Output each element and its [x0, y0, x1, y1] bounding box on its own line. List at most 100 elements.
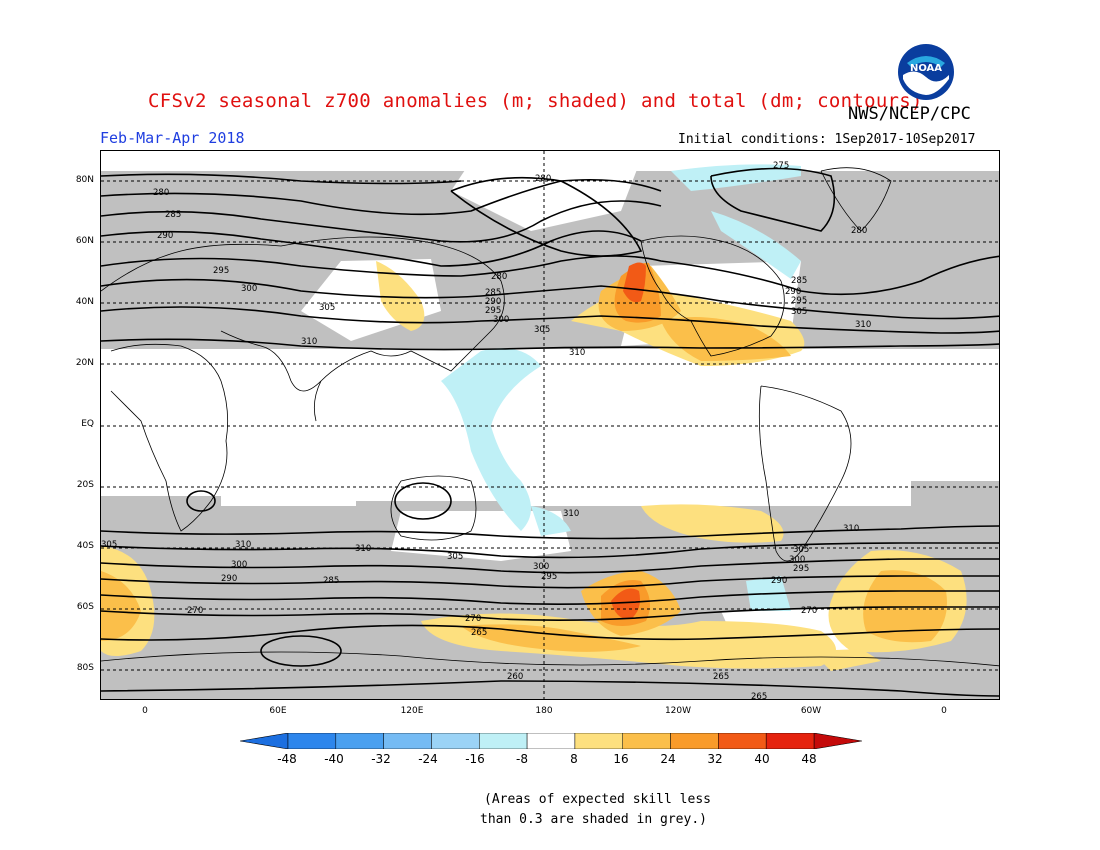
colorbar-segment [574, 732, 623, 750]
contour-label: 290 [221, 574, 237, 584]
colorbar-tick: 48 [801, 752, 817, 766]
colorbar-segment [287, 732, 337, 750]
contour-label: 305 [101, 540, 117, 550]
height-contours [101, 167, 999, 697]
contour-label: 290 [785, 287, 801, 297]
contour-label: 310 [355, 544, 371, 554]
colorbar-tick: -32 [371, 752, 391, 766]
contour-label: 295 [793, 564, 809, 574]
contour-label: 305 [534, 325, 550, 335]
colorbar-segment [335, 732, 384, 750]
contour-label: 300 [789, 555, 805, 565]
contour-label: 310 [235, 540, 251, 550]
colorbar [239, 732, 863, 750]
colorbar-left-arrow [239, 732, 289, 750]
agency-label: NWS/NCEP/CPC [848, 104, 971, 124]
lon-label: 0 [941, 706, 947, 716]
contour-label: 295 [213, 266, 229, 276]
negative-anomaly-shading [441, 164, 801, 611]
contour-label: 280 [153, 188, 169, 198]
lon-label: 60W [800, 706, 822, 716]
colorbar-segment [479, 732, 528, 750]
lat-label: 60S [76, 602, 94, 612]
contour-label: 290 [157, 231, 173, 241]
lat-label: 80S [76, 663, 94, 673]
colorbar-segment [765, 732, 815, 750]
colorbar-segment [526, 732, 576, 750]
contour-label: 295 [485, 306, 501, 316]
contour-label: 295 [791, 296, 807, 306]
contour-label: 275 [773, 161, 789, 171]
contour-label: 280 [851, 226, 867, 236]
lon-label: 180 [535, 706, 553, 716]
lat-label: 40S [76, 541, 94, 551]
contour-label: 300 [493, 315, 509, 325]
contour-label: 285 [323, 576, 339, 586]
contour-label: 310 [301, 337, 317, 347]
colorbar-tick: 40 [754, 752, 770, 766]
colorbar-right-arrow [813, 732, 863, 750]
contour-label: 285 [791, 276, 807, 286]
contour-label: 280 [535, 174, 551, 184]
coastlines [101, 167, 999, 667]
skill-note-line2: than 0.3 are shaded in grey.) [480, 812, 707, 827]
reference-lines [101, 151, 999, 699]
svg-text:NOAA: NOAA [910, 63, 942, 74]
contour-label: 310 [569, 348, 585, 358]
colorbar-tick: 24 [660, 752, 676, 766]
noaa-logo-icon: NOAA [897, 43, 955, 101]
lon-label: 60E [269, 706, 287, 716]
contour-label: 270 [187, 606, 203, 616]
contour-label: 265 [751, 692, 767, 700]
colorbar-segment [670, 732, 719, 750]
contour-label: 270 [801, 606, 817, 616]
lon-label: 0 [142, 706, 148, 716]
contour-label: 310 [563, 509, 579, 519]
colorbar-segment [718, 732, 767, 750]
contour-label: 300 [231, 560, 247, 570]
colorbar-tick: 16 [613, 752, 629, 766]
colorbar-segment [622, 732, 671, 750]
lat-label: 40N [75, 297, 94, 307]
contour-label: 280 [491, 272, 507, 282]
contour-label: 290 [771, 576, 787, 586]
anomaly-map: 275 280 280 280 285 285 285 290 290 290 … [100, 150, 1000, 700]
colorbar-tick: -8 [516, 752, 528, 766]
forecast-period: Feb-Mar-Apr 2018 [100, 129, 245, 147]
contour-label: 295 [541, 572, 557, 582]
contour-label: 260 [507, 672, 523, 682]
contour-label: 310 [855, 320, 871, 330]
lat-label: EQ [81, 419, 94, 429]
colorbar-tick: 32 [707, 752, 723, 766]
contour-label: 305 [793, 545, 809, 555]
lat-label: 20S [76, 480, 94, 490]
contour-label: 305 [447, 552, 463, 562]
initial-conditions: Initial conditions: 1Sep2017-10Sep2017 [678, 132, 976, 147]
contour-label: 270 [465, 614, 481, 624]
contour-label: 305 [791, 307, 807, 317]
contour-label: 305 [319, 303, 335, 313]
lat-label: 60N [75, 236, 94, 246]
contour-label: 285 [485, 288, 501, 298]
contour-label: 265 [713, 672, 729, 682]
contour-label: 300 [241, 284, 257, 294]
colorbar-segment [431, 732, 480, 750]
colorbar-tick: -40 [324, 752, 344, 766]
contour-label: 290 [485, 297, 501, 307]
lon-label: 120E [400, 706, 424, 716]
colorbar-tick: -48 [277, 752, 297, 766]
contour-label: 300 [533, 562, 549, 572]
contour-labels: 275 280 280 280 285 285 285 290 290 290 … [101, 161, 871, 700]
colorbar-tick: -16 [465, 752, 485, 766]
contour-label: 310 [843, 524, 859, 534]
contour-label: 285 [165, 210, 181, 220]
colorbar-tick: -24 [418, 752, 438, 766]
lon-label: 120W [664, 706, 692, 716]
skill-note-line1: (Areas of expected skill less [484, 792, 711, 807]
lat-label: 80N [75, 175, 94, 185]
lat-label: 20N [75, 358, 94, 368]
contour-label: 265 [471, 628, 487, 638]
colorbar-segment [383, 732, 432, 750]
colorbar-tick: 8 [570, 752, 578, 766]
map-title: CFSv2 seasonal z700 anomalies (m; shaded… [148, 90, 923, 112]
